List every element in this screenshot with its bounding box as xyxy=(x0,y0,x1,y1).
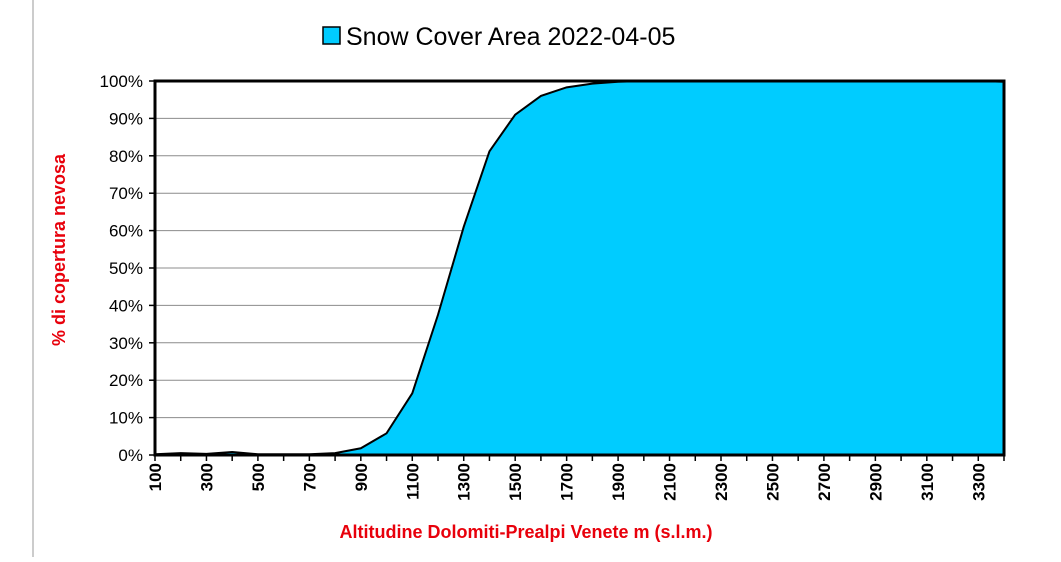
x-tick-label: 100 xyxy=(146,463,165,491)
y-tick-label: 10% xyxy=(109,409,143,428)
x-tick-label: 2700 xyxy=(815,463,834,501)
y-tick-label: 70% xyxy=(109,184,143,203)
legend: Snow Cover Area 2022-04-05 xyxy=(322,23,675,51)
area-fill xyxy=(155,81,1004,455)
y-tick-label: 100% xyxy=(100,72,143,91)
y-tick-label: 0% xyxy=(118,446,143,465)
y-tick-label: 50% xyxy=(109,259,143,278)
x-tick-label: 1300 xyxy=(455,463,474,501)
x-axis-title: Altitudine Dolomiti-Prealpi Venete m (s.… xyxy=(339,522,712,542)
x-tick-label: 2100 xyxy=(661,463,680,501)
x-tick-label: 3100 xyxy=(918,463,937,501)
y-axis-ticks: 0% 10% 20% 30% 40% 50% 60% 70% 80% 90% 100% xyxy=(100,72,155,465)
x-tick-label: 700 xyxy=(300,463,319,491)
x-tick-label: 500 xyxy=(249,463,268,491)
x-tick-label: 2900 xyxy=(866,463,885,501)
y-tick-label: 20% xyxy=(109,371,143,390)
y-tick-label: 40% xyxy=(109,296,143,315)
y-tick-label: 80% xyxy=(109,147,143,166)
legend-label: Snow Cover Area 2022-04-05 xyxy=(346,23,675,51)
x-tick-label: 900 xyxy=(352,463,371,491)
x-axis-ticks: 100 300 500 700 900 1100 1300 1500 1700 1900 2100 2… xyxy=(146,455,1005,501)
x-tick-label: 300 xyxy=(197,463,216,491)
x-tick-label: 2500 xyxy=(763,463,782,501)
y-tick-label: 90% xyxy=(109,109,143,128)
x-tick-label: 1500 xyxy=(506,463,525,501)
x-tick-label: 3300 xyxy=(969,463,988,501)
x-tick-label: 1100 xyxy=(403,463,422,500)
legend-swatch xyxy=(322,26,341,45)
y-tick-label: 60% xyxy=(109,222,143,241)
x-tick-label: 1700 xyxy=(558,463,577,501)
x-tick-label: 2300 xyxy=(712,463,731,501)
y-tick-label: 30% xyxy=(109,334,143,353)
y-axis-title: % di copertura nevosa xyxy=(49,153,69,346)
x-tick-label: 1900 xyxy=(609,463,628,501)
